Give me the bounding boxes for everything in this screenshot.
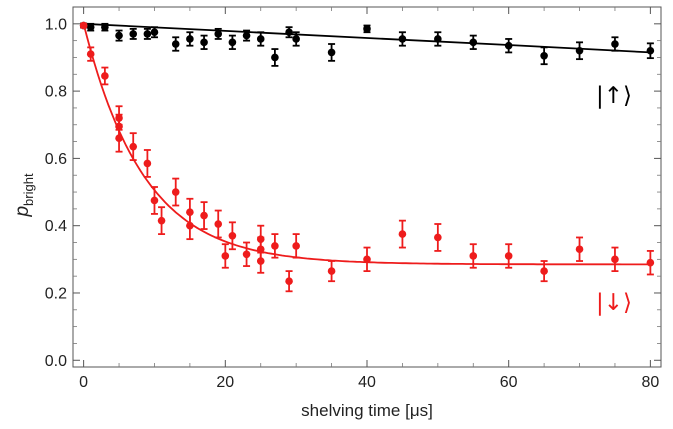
- data-point-down: [79, 21, 88, 30]
- data-point-down: [115, 134, 123, 143]
- data-point-down: [221, 252, 230, 260]
- y-axis-label-subscript: bright: [21, 173, 36, 206]
- data-point-down: [214, 220, 223, 228]
- data-point-down: [157, 216, 166, 225]
- legend-label-up: |↑⟩: [596, 83, 632, 109]
- data-point-up: [398, 35, 407, 43]
- data-point-up: [129, 30, 138, 38]
- data-point-up: [292, 35, 300, 43]
- data-point-down: [646, 258, 655, 267]
- plot-frame: [72, 6, 662, 368]
- data-point-down: [434, 233, 442, 242]
- data-point-down: [271, 242, 279, 250]
- y-tick-label: 1.0: [45, 16, 67, 33]
- data-point-down: [242, 250, 251, 259]
- x-tick-label: 0: [79, 374, 88, 391]
- data-point-up: [186, 35, 194, 43]
- data-point-down: [504, 252, 513, 260]
- axis-ticks: [73, 7, 661, 367]
- y-axis-label-main: p: [12, 206, 33, 218]
- data-point-down: [540, 267, 548, 275]
- y-tick-label: 0.8: [45, 84, 67, 101]
- data-point-up: [271, 53, 279, 62]
- data-point-down: [327, 267, 336, 275]
- data-markers: [79, 21, 655, 293]
- data-point-up: [242, 31, 251, 40]
- fit-curves: [82, 22, 651, 266]
- fit-curve-down: [82, 23, 651, 266]
- data-point-down: [285, 277, 293, 286]
- data-point-down: [398, 230, 407, 238]
- data-point-up: [115, 31, 123, 40]
- data-point-up: [171, 40, 180, 48]
- data-point-down: [292, 242, 300, 250]
- data-point-down: [86, 50, 95, 58]
- y-tick-label: 0.2: [45, 285, 67, 302]
- data-point-up: [86, 23, 95, 31]
- x-tick-label: 60: [500, 374, 518, 391]
- data-point-down: [228, 231, 237, 240]
- data-point-down: [150, 196, 159, 205]
- data-point-down: [363, 255, 371, 264]
- data-point-up: [540, 51, 548, 60]
- data-point-up: [469, 38, 478, 47]
- data-point-down: [143, 159, 152, 168]
- data-point-up: [150, 28, 159, 37]
- legend-label-down: |↓⟩: [596, 290, 632, 316]
- data-point-up: [646, 46, 655, 55]
- data-point-down: [200, 211, 208, 220]
- x-tick-label: 20: [216, 374, 234, 391]
- data-point-up: [327, 48, 336, 57]
- data-point-down: [575, 245, 584, 254]
- y-tick-label: 0.6: [45, 151, 67, 168]
- data-point-up: [256, 35, 265, 43]
- data-point-down: [611, 255, 619, 264]
- data-point-up: [611, 40, 619, 48]
- y-tick-label: 0.0: [45, 353, 67, 370]
- x-tick-labels: 0 20 40 60 80: [79, 374, 659, 391]
- data-point-up: [214, 30, 223, 38]
- data-point-down: [256, 257, 265, 265]
- data-point-down: [171, 188, 180, 196]
- x-tick-label: 80: [641, 374, 659, 391]
- y-axis-label: pbright: [12, 173, 36, 217]
- data-point-up: [575, 46, 584, 55]
- data-point-up: [228, 38, 237, 47]
- data-point-up: [285, 28, 293, 37]
- data-point-up: [434, 35, 442, 43]
- y-tick-labels: 0.0 0.2 0.4 0.6 0.8 1.0: [45, 16, 67, 369]
- data-point-up: [504, 41, 513, 50]
- data-point-up: [101, 23, 109, 31]
- data-point-up: [143, 30, 152, 38]
- data-point-down: [469, 252, 478, 260]
- data-point-down: [186, 221, 194, 230]
- fit-curve-up: [83, 22, 651, 54]
- data-point-up: [363, 25, 371, 33]
- data-point-down: [129, 142, 138, 151]
- x-tick-label: 40: [358, 374, 376, 391]
- data-point-down: [101, 72, 109, 80]
- y-tick-label: 0.4: [45, 218, 67, 235]
- x-axis-label: shelving time [μs]: [301, 401, 433, 420]
- data-point-up: [200, 38, 208, 47]
